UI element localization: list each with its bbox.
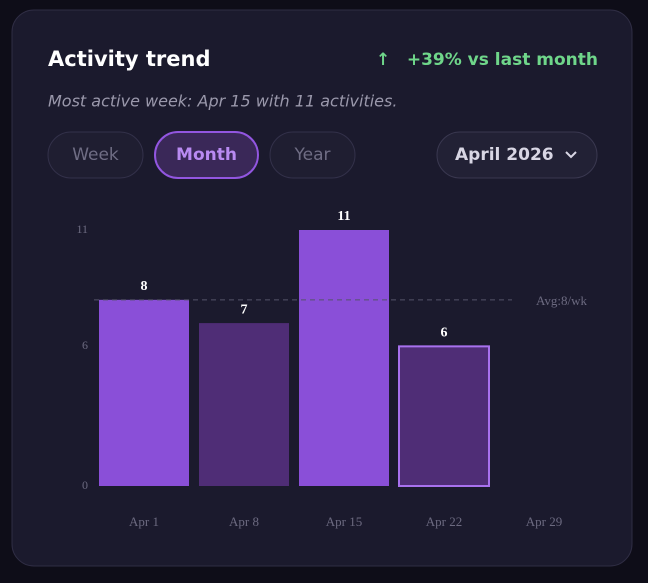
dropdown[interactable] xyxy=(436,131,598,179)
dropdown-label: April 2026 xyxy=(455,145,554,165)
subtitle: Most active week: Apr 15 with 11 activit… xyxy=(48,92,397,111)
tab-group: Week Month Year xyxy=(47,131,356,179)
tab-label: Month xyxy=(176,145,237,165)
average-label: Avg:8/wk xyxy=(536,293,588,308)
tab[interactable] xyxy=(269,131,356,179)
change: +39% vs last month xyxy=(407,50,598,70)
tab-label: Year xyxy=(294,145,331,165)
title: Activity trend xyxy=(48,47,210,71)
data-label: 6 xyxy=(441,326,448,341)
change-icon: ↑ xyxy=(376,50,390,70)
tab[interactable] xyxy=(154,131,259,179)
tab-label: Week xyxy=(72,145,119,165)
x-tick-label: Apr 15 xyxy=(326,514,362,529)
tab[interactable] xyxy=(47,131,144,179)
bar xyxy=(99,299,189,486)
bar xyxy=(199,323,289,486)
y-tick-label: 11 xyxy=(76,222,88,236)
x-tick-label: Apr 8 xyxy=(229,514,259,529)
chart: 0 6 11 Apr 1 8 Apr 8 7 Apr 15 11 Apr 22 6 Apr 29 Avg… xyxy=(76,209,587,529)
bar xyxy=(398,345,490,488)
x-tick-label: Apr 22 xyxy=(426,514,462,529)
x-tick-label: Apr 1 xyxy=(129,514,159,529)
y-tick-label: 0 xyxy=(82,478,88,492)
data-label: 11 xyxy=(337,209,350,224)
chevron-icon xyxy=(565,151,577,159)
bar xyxy=(299,230,389,486)
y-tick-label: 6 xyxy=(82,338,88,352)
x-tick-label: Apr 29 xyxy=(526,514,562,529)
data-label: 7 xyxy=(241,302,248,317)
data-label: 8 xyxy=(141,279,148,294)
